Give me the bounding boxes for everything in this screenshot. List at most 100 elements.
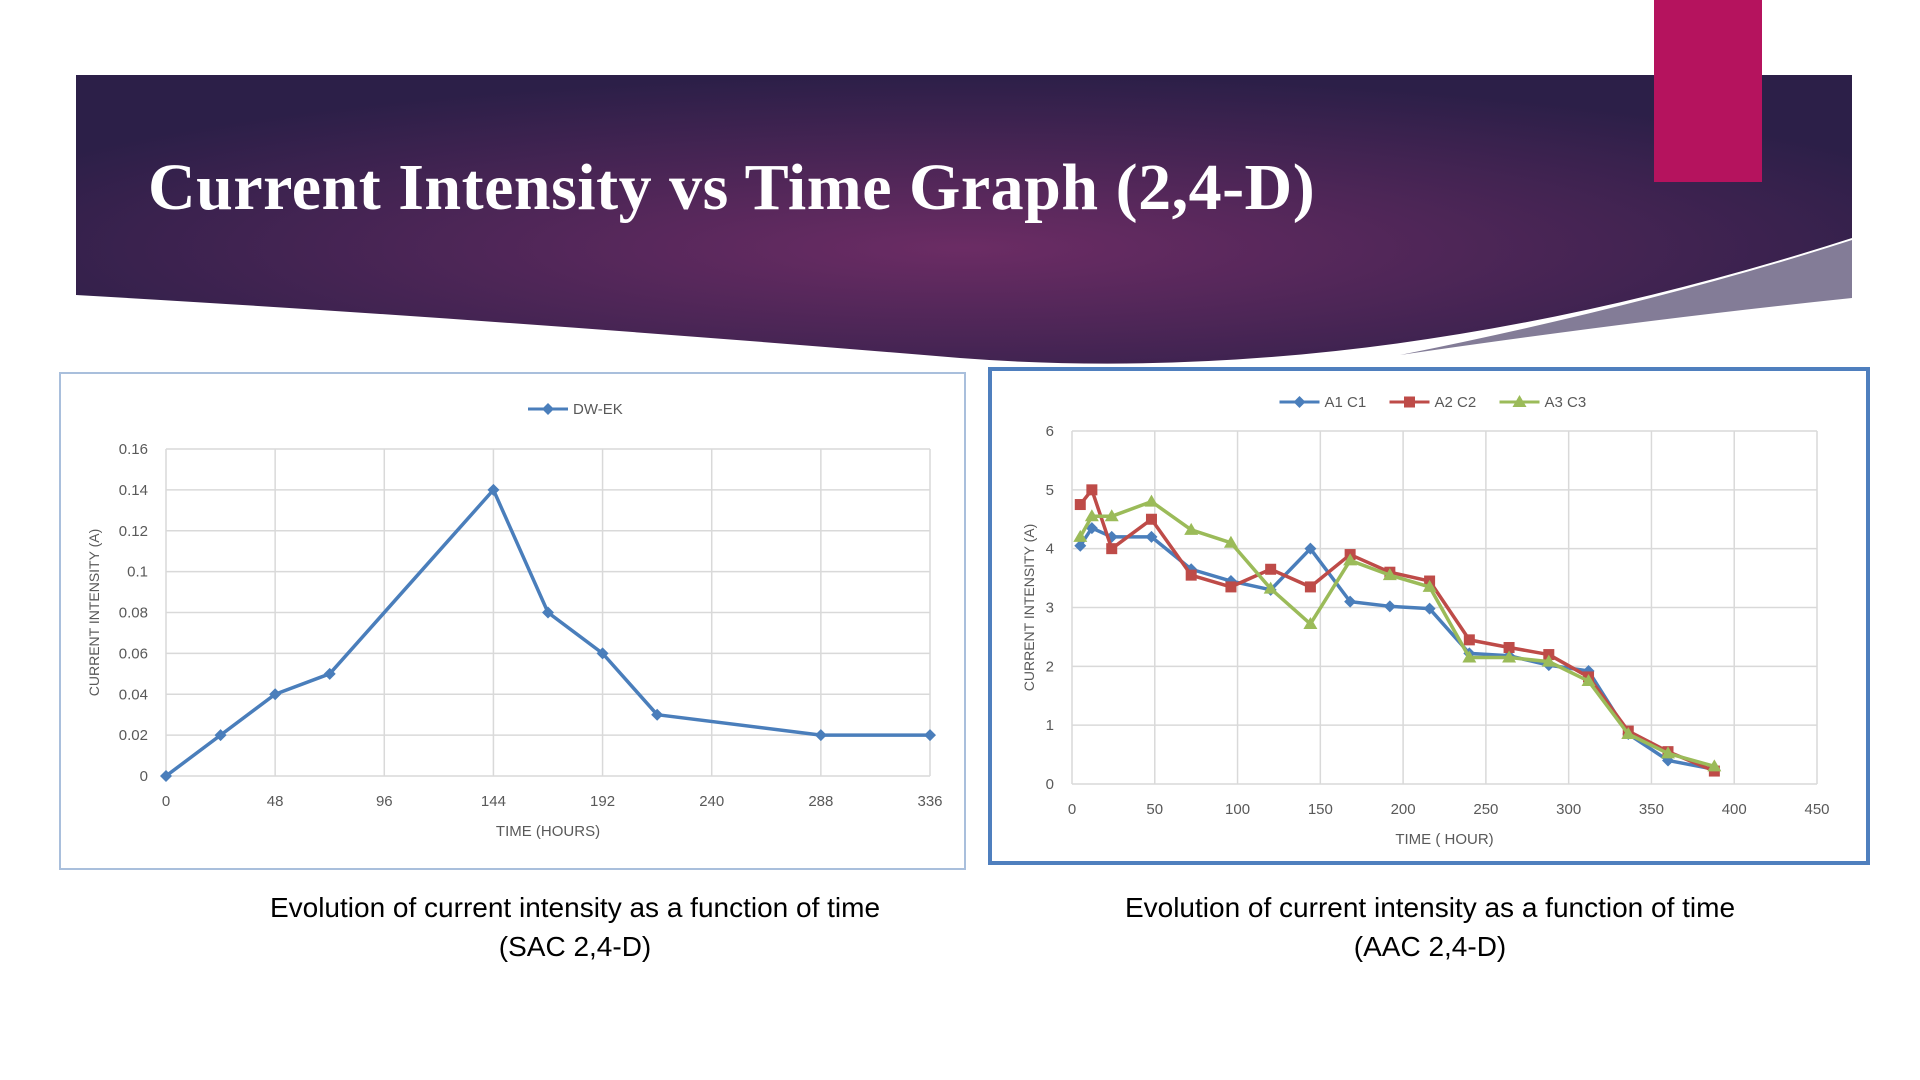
data-point (1084, 509, 1099, 522)
data-point (1145, 513, 1157, 525)
x-tick-label: 96 (376, 793, 393, 810)
y-tick-label: 0 (140, 768, 148, 785)
aac-chart-frame: 0 50 100 150 200 250 300 350 400 450 0 1 2 3 4 5 6 TIME (… (988, 367, 1870, 865)
y-tick-label: 5 (1046, 482, 1054, 499)
data-point (1073, 529, 1088, 542)
data-point (1105, 530, 1118, 543)
data-point (269, 688, 282, 701)
y-tick-label: 0.14 (119, 482, 148, 499)
data-point (1145, 530, 1158, 543)
data-point (1707, 759, 1722, 772)
x-tick-label: 0 (162, 793, 170, 810)
data-point (1263, 581, 1278, 594)
y-tick-label: 2 (1046, 658, 1054, 675)
y-axis-label: CURRENT INTENSITY (A) (86, 529, 102, 697)
y-axis-label: CURRENT INTENSITY (A) (1021, 524, 1037, 692)
data-point (1621, 726, 1636, 739)
data-point (214, 729, 227, 742)
y-tick-label: 1 (1046, 717, 1054, 734)
data-point (1502, 650, 1517, 663)
x-tick-label: 100 (1225, 801, 1250, 818)
data-point (1304, 581, 1316, 593)
data-point (1462, 650, 1477, 663)
data-point (814, 729, 827, 742)
legend-marker (1404, 396, 1415, 408)
data-point (542, 606, 554, 619)
legend-marker (542, 403, 554, 415)
x-tick-label: 350 (1639, 801, 1664, 818)
legend-label: A2 C2 (1435, 394, 1477, 411)
data-point (1463, 634, 1475, 646)
data-point (1382, 568, 1397, 581)
data-point (1104, 509, 1119, 522)
x-tick-label: 400 (1722, 801, 1747, 818)
x-tick-label: 50 (1146, 801, 1163, 818)
x-axis-label: TIME ( HOUR) (1395, 831, 1493, 848)
sac-current-chart: 0 48 96 144 192 240 288 336 0 0.02 0.04 0.06 0.08 0.1… (86, 401, 943, 840)
data-point (1343, 553, 1358, 566)
data-point (1184, 522, 1199, 535)
y-tick-label: 0.16 (119, 441, 148, 458)
aac-current-chart: 0 50 100 150 200 250 300 350 400 450 0 1 2 3 4 5 6 TIME (… (1021, 394, 1830, 848)
y-tick-label: 0.02 (119, 727, 148, 744)
sac-chart-caption: Evolution of current intensity as a func… (190, 888, 960, 966)
aac-caption-line2: (AAC 2,4-D) (1353, 931, 1507, 962)
x-tick-label: 0 (1068, 801, 1076, 818)
x-tick-label: 250 (1473, 801, 1498, 818)
title-banner (76, 0, 1852, 364)
data-point (1224, 575, 1237, 588)
y-tick-label: 0 (1046, 776, 1054, 793)
x-tick-label: 450 (1804, 801, 1829, 818)
data-point (1303, 616, 1318, 629)
x-tick-label: 150 (1308, 801, 1333, 818)
data-point (1422, 579, 1437, 592)
data-point (323, 667, 336, 680)
data-point (1344, 595, 1357, 608)
x-tick-label: 240 (699, 793, 724, 810)
data-point (651, 708, 664, 721)
data-point (1265, 563, 1277, 575)
data-point (924, 729, 936, 742)
data-point (1086, 484, 1098, 496)
legend-item: A3 C3 (1499, 394, 1586, 411)
aac-chart-caption: Evolution of current intensity as a func… (1045, 888, 1815, 966)
data-point (1225, 581, 1237, 593)
data-point (1185, 569, 1197, 581)
data-point (160, 770, 172, 782)
banner-swoosh (1400, 240, 1852, 355)
data-point (1543, 649, 1555, 661)
sac-chart-frame: 0 48 96 144 192 240 288 336 0 0.02 0.04 0.06 0.08 0.1… (59, 372, 966, 870)
series-line (164, 488, 930, 778)
x-tick-label: 288 (808, 793, 833, 810)
series-line (1078, 499, 1715, 769)
y-tick-label: 0.04 (119, 686, 148, 703)
x-tick-label: 200 (1391, 801, 1416, 818)
data-point (1661, 746, 1675, 759)
data-point (1106, 543, 1118, 555)
series-group (1073, 494, 1722, 772)
sac-caption-line2: (SAC 2,4-D) (498, 931, 652, 962)
x-tick-label: 300 (1556, 801, 1581, 818)
data-point (1074, 499, 1086, 511)
series-line (1078, 488, 1716, 773)
y-tick-label: 3 (1046, 600, 1054, 617)
data-point (596, 647, 609, 660)
aac-caption-line1: Evolution of current intensity as a func… (1124, 892, 1736, 923)
data-point (1304, 542, 1317, 555)
y-tick-label: 0.12 (119, 523, 148, 540)
legend-item: DW-EK (528, 401, 623, 418)
y-tick-label: 4 (1046, 541, 1054, 558)
data-point (1423, 602, 1436, 615)
y-tick-label: 6 (1046, 423, 1054, 440)
banner-band (76, 75, 1852, 364)
legend-label: DW-EK (573, 401, 623, 418)
slide-title: Current Intensity vs Time Graph (2,4-D) (148, 151, 1316, 224)
data-point (1581, 674, 1596, 687)
data-point (1223, 535, 1238, 548)
x-axis-label: TIME (HOURS) (496, 823, 600, 840)
legend-marker (1512, 395, 1527, 407)
x-tick-label: 144 (481, 793, 506, 810)
data-point (1541, 654, 1556, 667)
data-point (1144, 494, 1159, 507)
data-point (1503, 642, 1515, 654)
